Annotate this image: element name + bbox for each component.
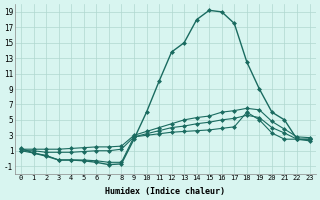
X-axis label: Humidex (Indice chaleur): Humidex (Indice chaleur) — [105, 187, 225, 196]
